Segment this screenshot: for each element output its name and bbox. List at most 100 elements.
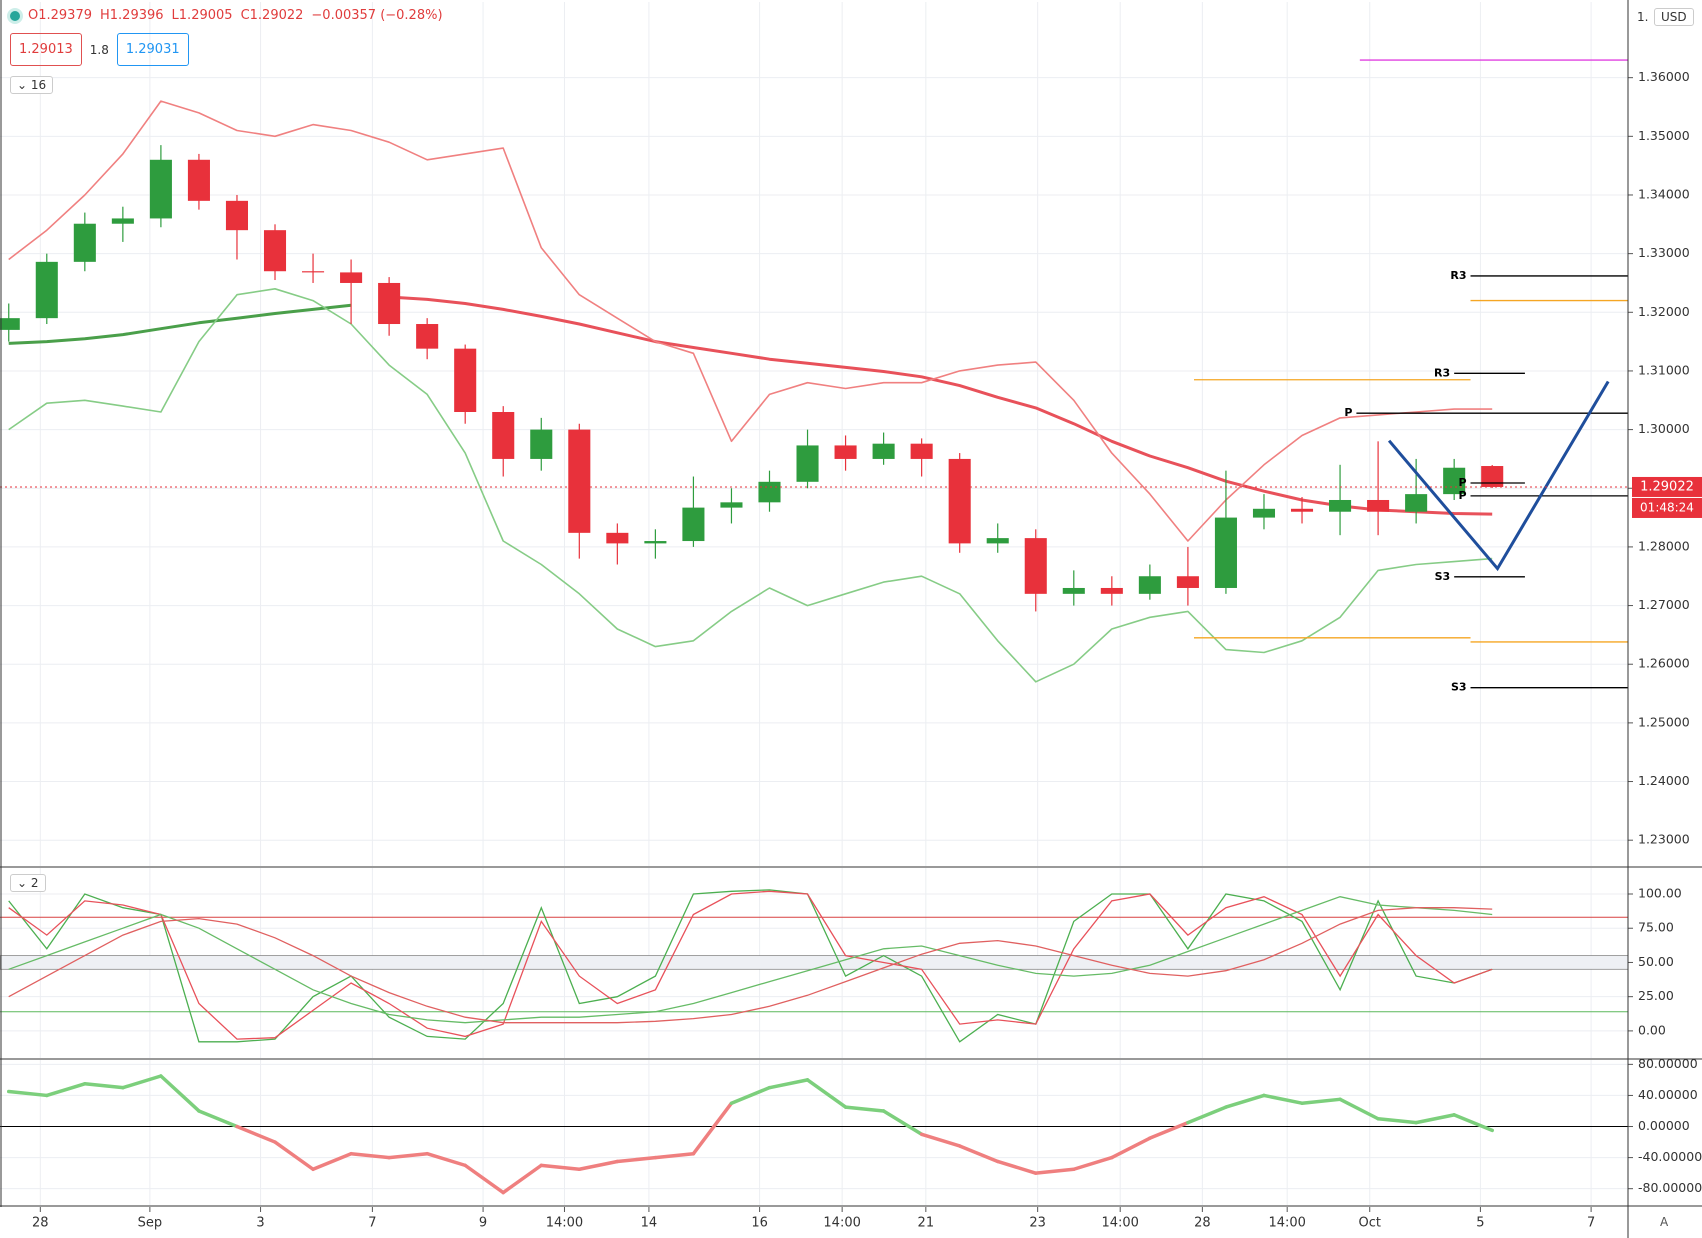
- momentum-segment: [425, 1151, 467, 1168]
- momentum-segment: [1072, 1155, 1114, 1172]
- axis-top-label: 1.: [1637, 10, 1649, 24]
- oscillators-toggle[interactable]: ⌄ 2: [10, 874, 46, 892]
- momentum-segment: [1300, 1097, 1342, 1105]
- candle-body: [606, 532, 629, 544]
- close: C1.29022: [240, 8, 304, 23]
- high: H1.29396: [100, 8, 164, 23]
- y-tick-label: 80.00000: [1638, 1056, 1698, 1071]
- momentum-segment: [1110, 1136, 1152, 1160]
- momentum-segment: [6, 1089, 49, 1098]
- momentum-segment: [45, 1082, 87, 1098]
- momentum-segment: [577, 1159, 620, 1172]
- y-tick-label: 1.26000: [1638, 656, 1690, 671]
- momentum-segment: [1148, 1120, 1190, 1140]
- y-tick-label: 1.27000: [1638, 597, 1690, 612]
- y-tick-label: -80.00000: [1638, 1180, 1702, 1195]
- momentum-segment: [1034, 1167, 1076, 1175]
- y-tick-label: 0.00: [1638, 1022, 1666, 1037]
- momentum-segment: [159, 1074, 201, 1113]
- momentum-segment: [197, 1109, 239, 1129]
- candle-body: [1252, 508, 1276, 518]
- last-price-label: 1.29022: [1640, 479, 1694, 494]
- oscillators-count: 2: [30, 876, 39, 890]
- x-tick-label: 16: [751, 1216, 768, 1231]
- candle-body: [1024, 538, 1047, 594]
- oscillator-line: [8, 896, 1493, 1024]
- momentum-segment: [311, 1151, 353, 1172]
- candle-body: [530, 429, 553, 459]
- x-tick-label: 3: [256, 1216, 264, 1231]
- y-tick-label: 1.25000: [1638, 714, 1690, 729]
- countdown-box: [1632, 497, 1702, 518]
- candle-body: [1214, 517, 1237, 588]
- level-label: S3: [1435, 570, 1451, 583]
- y-tick-label: 1.32000: [1638, 304, 1690, 319]
- level-label: P: [1344, 406, 1352, 419]
- x-tick-label: 14:00: [1101, 1216, 1138, 1231]
- x-tick-label: 21: [918, 1216, 935, 1231]
- momentum-segment: [83, 1082, 125, 1090]
- candle-body: [682, 507, 705, 542]
- momentum-segment: [767, 1078, 810, 1090]
- change: −0.00357 (−0.28%): [311, 8, 443, 23]
- momentum-segment: [805, 1078, 848, 1109]
- candle-body: [796, 445, 819, 482]
- y-tick-label: -40.00000: [1638, 1149, 1702, 1164]
- trend-drawing: [1387, 380, 1610, 572]
- candle-body: [149, 159, 172, 219]
- y-tick-label: 1.24000: [1638, 773, 1690, 788]
- candle-body: [1100, 587, 1123, 594]
- momentum-segment: [957, 1144, 1000, 1164]
- momentum-segment: [919, 1132, 962, 1148]
- x-tick-label: Sep: [138, 1216, 163, 1231]
- candle-body: [73, 223, 96, 262]
- currency[interactable]: USD: [1654, 8, 1694, 26]
- level-label: S3: [1451, 681, 1467, 694]
- candle-body: [225, 200, 249, 231]
- level-label: R3: [1450, 269, 1466, 282]
- candle-body: [948, 458, 971, 544]
- candle-body: [720, 502, 743, 508]
- oscillator-line: [8, 890, 1493, 1040]
- momentum-segment: [273, 1140, 315, 1172]
- last-price-box: [1632, 476, 1702, 497]
- x-tick-label: 14: [641, 1216, 658, 1231]
- indicators-count: 16: [30, 78, 47, 92]
- x-tick-label: 14:00: [1268, 1216, 1305, 1231]
- momentum-segment: [615, 1155, 658, 1164]
- x-tick-label: 23: [1029, 1216, 1046, 1231]
- x-tick-label: 14:00: [823, 1216, 860, 1231]
- x-tick-label: 5: [1476, 1216, 1484, 1231]
- buy-button[interactable]: 1.29031: [116, 33, 189, 66]
- x-tick-label: 28: [32, 1216, 49, 1231]
- momentum-segment: [1452, 1113, 1494, 1133]
- countdown: 01:48:24: [1640, 500, 1694, 514]
- candle-body: [1443, 467, 1466, 495]
- auto-scale-button[interactable]: A: [1660, 1215, 1669, 1229]
- y-tick-label: 1.28000: [1638, 538, 1690, 553]
- momentum-segment: [121, 1074, 163, 1090]
- candle-body: [416, 324, 439, 349]
- momentum-segment: [349, 1151, 391, 1160]
- momentum-segment: [463, 1163, 505, 1195]
- y-tick-label: 0.00000: [1638, 1118, 1690, 1133]
- overlay-line: [8, 288, 1493, 683]
- candle-body: [492, 412, 515, 459]
- oscillator-line: [8, 889, 1493, 1043]
- momentum-segment: [387, 1151, 429, 1160]
- sell-button[interactable]: 1.29013: [10, 33, 82, 66]
- candle-body: [302, 271, 325, 273]
- x-tick-label: 14:00: [546, 1216, 583, 1231]
- trade-row: 1.29013 1.8 1.29031: [10, 33, 443, 66]
- overlay-line: [8, 303, 352, 345]
- indicators-toggle[interactable]: ⌄ 16: [10, 76, 54, 94]
- y-tick-label: 25.00: [1638, 988, 1674, 1003]
- momentum-segment: [1414, 1113, 1456, 1125]
- candle-body: [1481, 466, 1504, 487]
- x-tick-label: 28: [1194, 1216, 1211, 1231]
- marks: [0, 100, 1504, 1195]
- momentum-segment: [653, 1151, 696, 1160]
